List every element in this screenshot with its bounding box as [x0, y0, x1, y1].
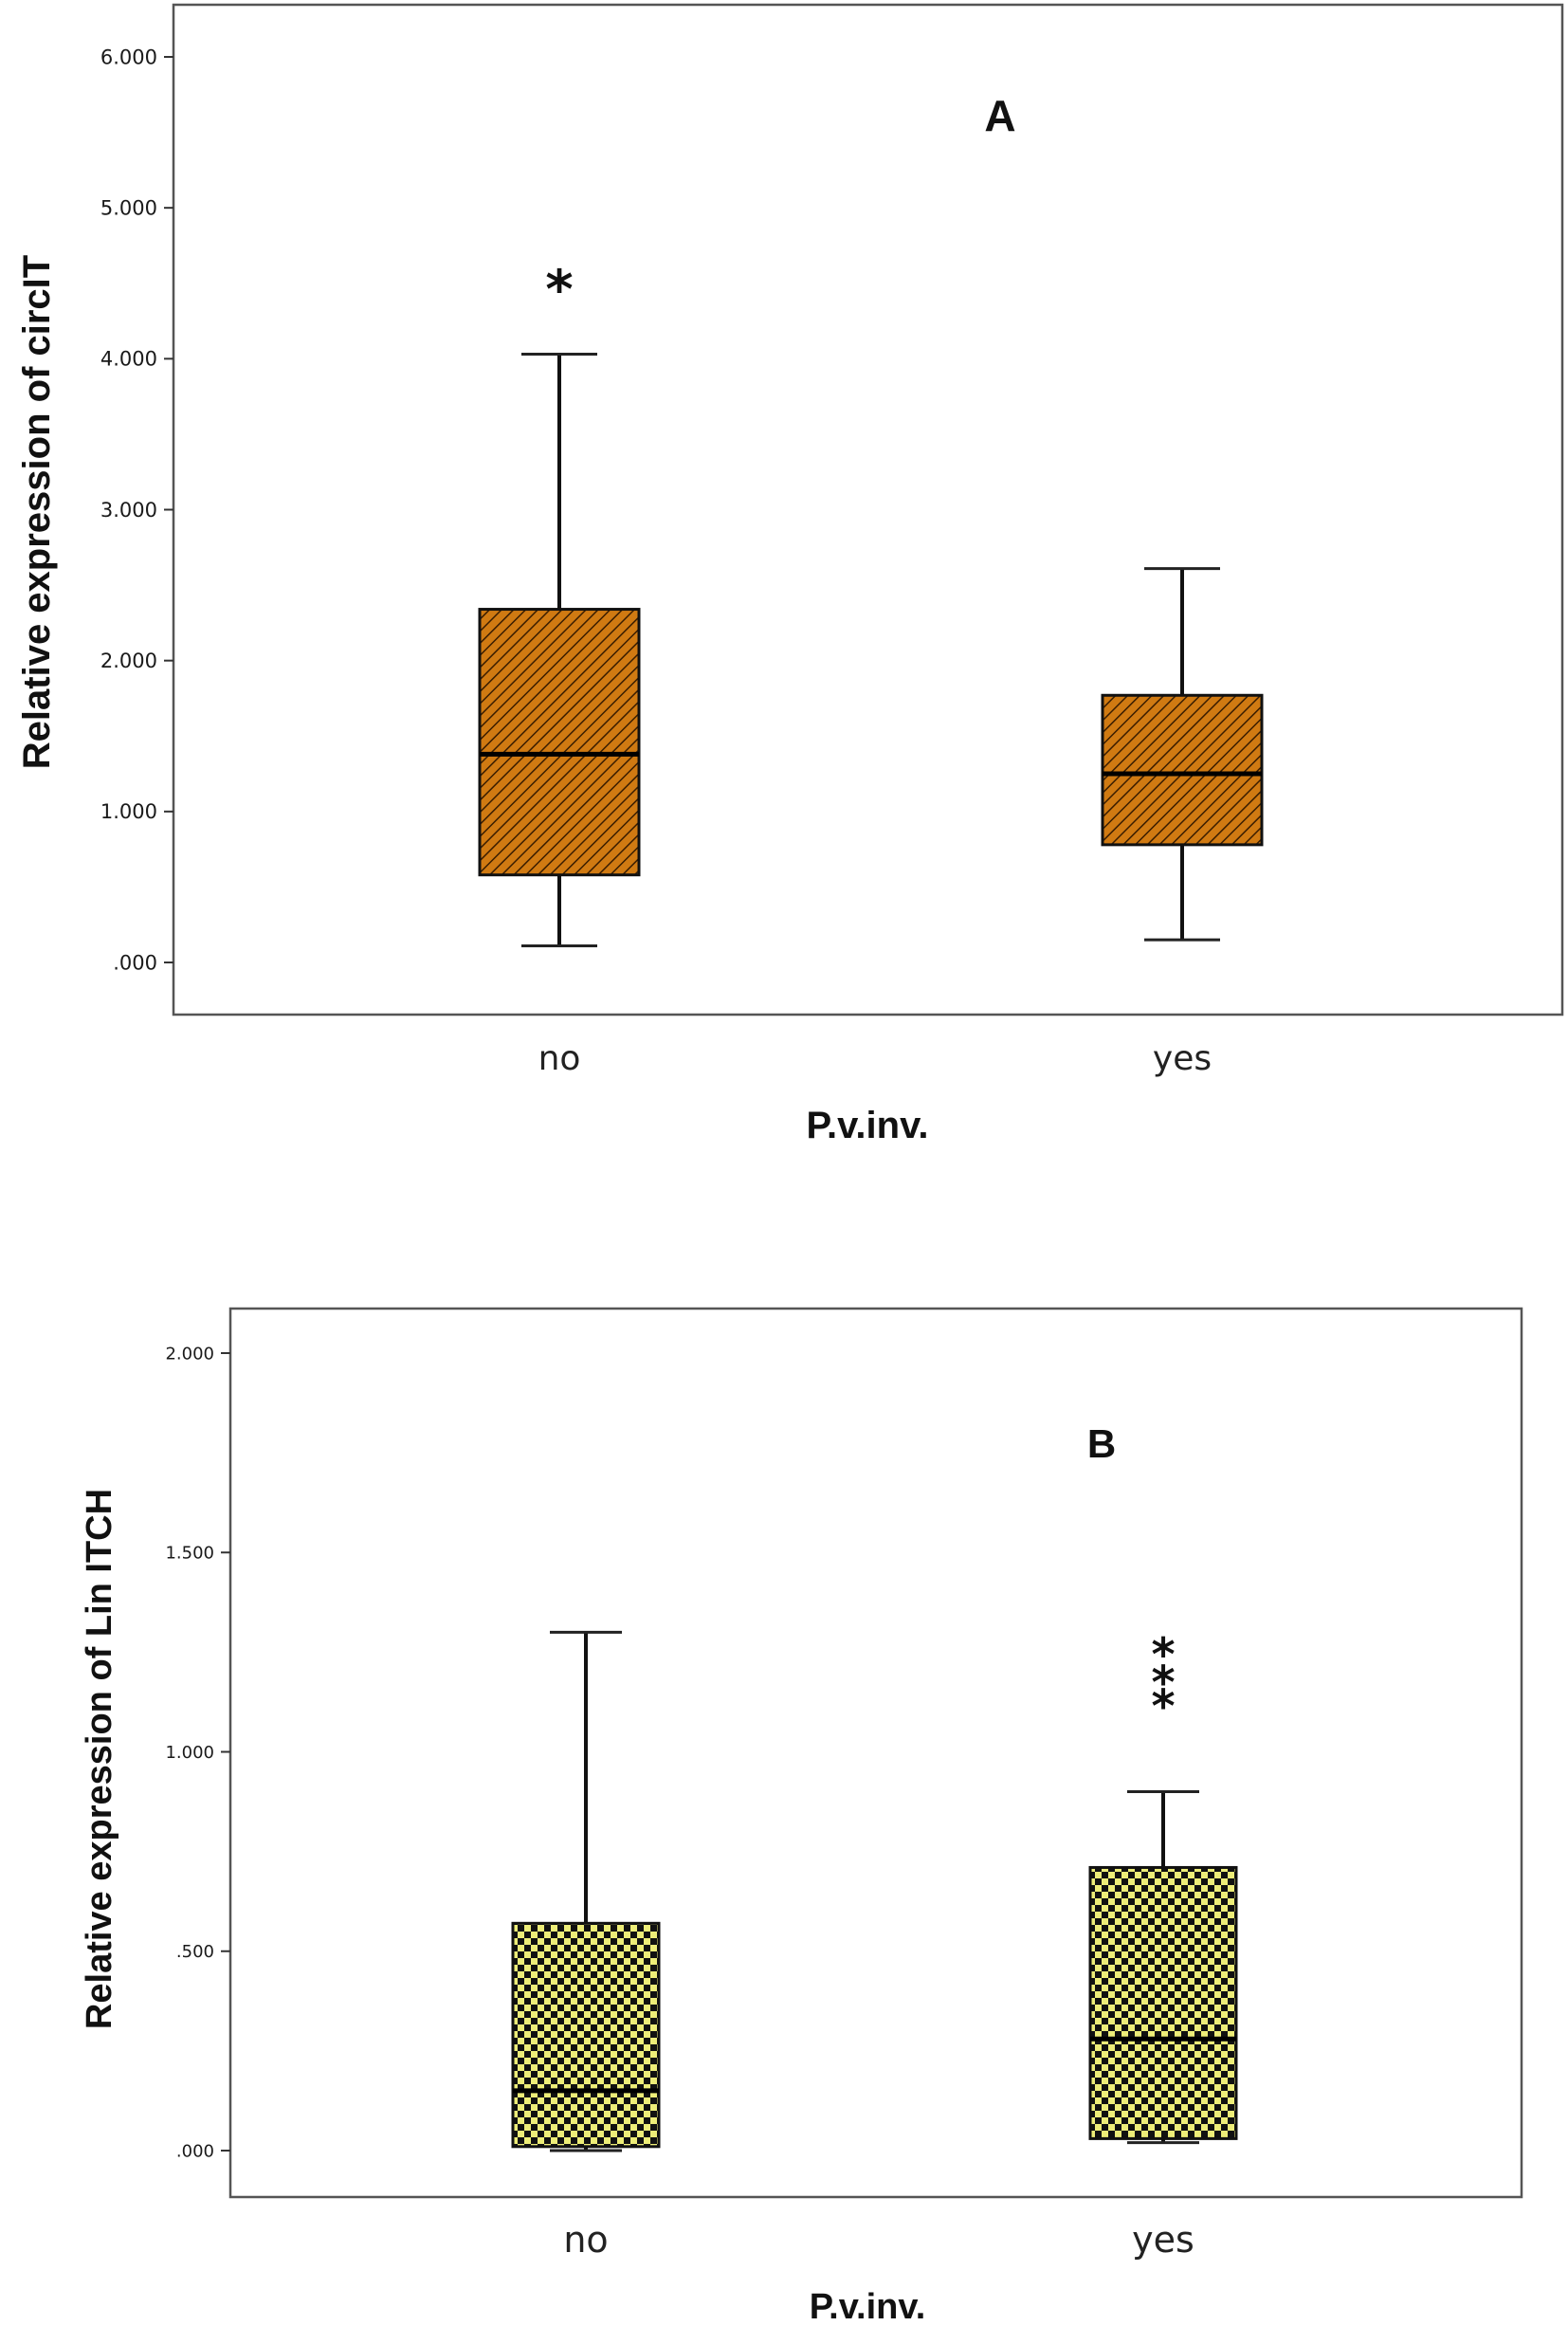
x-category-label: yes: [1132, 2219, 1194, 2261]
outlier-marker: *: [545, 260, 573, 321]
y-tick-label: 2.000: [165, 1344, 214, 1364]
x-axis-title: P.v.inv.: [810, 2287, 926, 2326]
outlier-marker: *: [1151, 1628, 1175, 1681]
y-tick-label: .000: [113, 951, 157, 974]
box-no: [511, 1630, 661, 2152]
panel-label: A: [984, 91, 1015, 140]
plot-frame: [172, 3, 1564, 1016]
y-axis-title: Relative expression of circIT: [16, 255, 58, 769]
iqr-box: [511, 1921, 661, 2149]
x-axis-title: P.v.inv.: [807, 1105, 929, 1146]
y-tick-label: 3.000: [100, 499, 157, 522]
y-tick-label: 2.000: [100, 650, 157, 672]
y-tick-label: 5.000: [100, 197, 157, 220]
chart-panel-a: .000 1.000 2.000 3.000 4.000 5.000 6.000 no yes *…: [16, 3, 1564, 1146]
y-tick-label: .500: [176, 1942, 214, 1962]
box-yes: [1088, 1790, 1238, 2145]
x-category-label: no: [563, 2219, 608, 2261]
outlier-marker: *: [1151, 1680, 1175, 1733]
iqr-box: [478, 608, 641, 877]
panel-label: B: [1087, 1421, 1116, 1466]
box-no: [478, 353, 641, 947]
chart-panel-b: .000 .500 1.000 1.500 2.000 no yes *** B P.v.inv.…: [80, 1307, 1523, 2326]
y-axis-title: Relative expression of Lin ITCH: [80, 1489, 119, 2029]
x-category-label: yes: [1153, 1039, 1212, 1078]
y-tick-label: .000: [176, 2141, 214, 2161]
outlier-marker: *: [1151, 1657, 1175, 1710]
y-tick-label: 6.000: [100, 46, 157, 68]
iqr-box: [1088, 1865, 1238, 2140]
y-tick-label: 1.000: [165, 1743, 214, 1763]
box-yes: [1101, 567, 1264, 942]
y-tick-label: 1.500: [165, 1544, 214, 1564]
y-tick-label: 4.000: [100, 348, 157, 371]
plot-frame: [228, 1307, 1523, 2199]
y-tick-label: 1.000: [100, 800, 157, 823]
iqr-box: [1101, 693, 1264, 847]
x-category-label: no: [538, 1039, 581, 1078]
